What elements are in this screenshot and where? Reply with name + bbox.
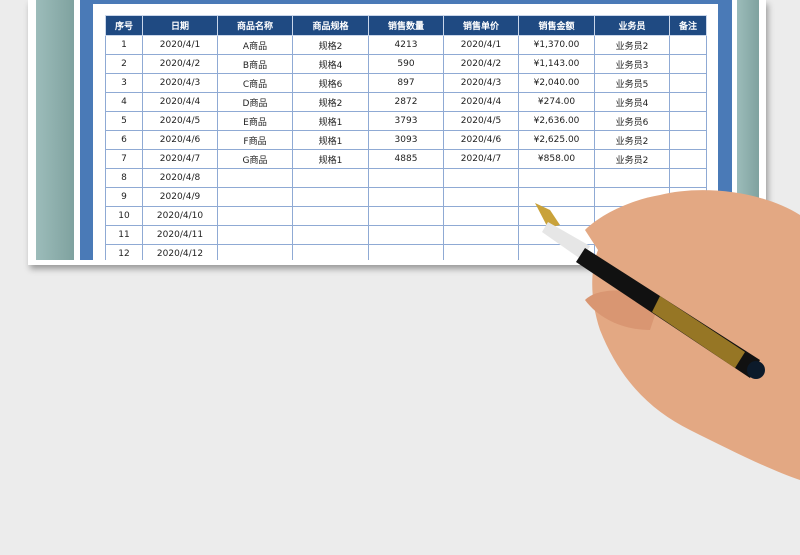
sales-table: 序号 日期 商品名称 商品规格 销售数量 销售单价 销售金额 业务员 备注 1 2020/4/1 A… bbox=[105, 15, 707, 260]
column-header[interactable]: 商品规格 bbox=[292, 15, 369, 36]
header-row: 序号 日期 商品名称 商品规格 销售数量 销售单价 销售金额 业务员 备注 bbox=[105, 15, 707, 36]
table-row: 1 2020/4/1 A商品 规格2 4213 2020/4/1 ¥1,370.00 业务员2 bbox=[105, 35, 707, 55]
column-header[interactable]: 销售金额 bbox=[518, 15, 595, 36]
sales-table-container: 序号 日期 商品名称 商品规格 销售数量 销售单价 销售金额 业务员 备注 1 2020/4/1 A… bbox=[105, 15, 708, 260]
column-header[interactable]: 序号 bbox=[105, 15, 143, 36]
fountain-pen-icon bbox=[535, 203, 765, 379]
left-teal-frame bbox=[36, 0, 74, 260]
column-header[interactable]: 销售数量 bbox=[368, 15, 444, 36]
table-row: 2 2020/4/2 B商品 规格4 590 2020/4/2 ¥1,143.00 业务员3 bbox=[105, 54, 707, 74]
table-row: 7 2020/4/7 G商品 规格1 4885 2020/4/7 ¥858.00 业务员2 bbox=[105, 149, 707, 169]
column-header[interactable]: 业务员 bbox=[594, 15, 670, 36]
table-row: 5 2020/4/5 E商品 规格1 3793 2020/4/5 ¥2,636.00 业务员6 bbox=[105, 111, 707, 131]
